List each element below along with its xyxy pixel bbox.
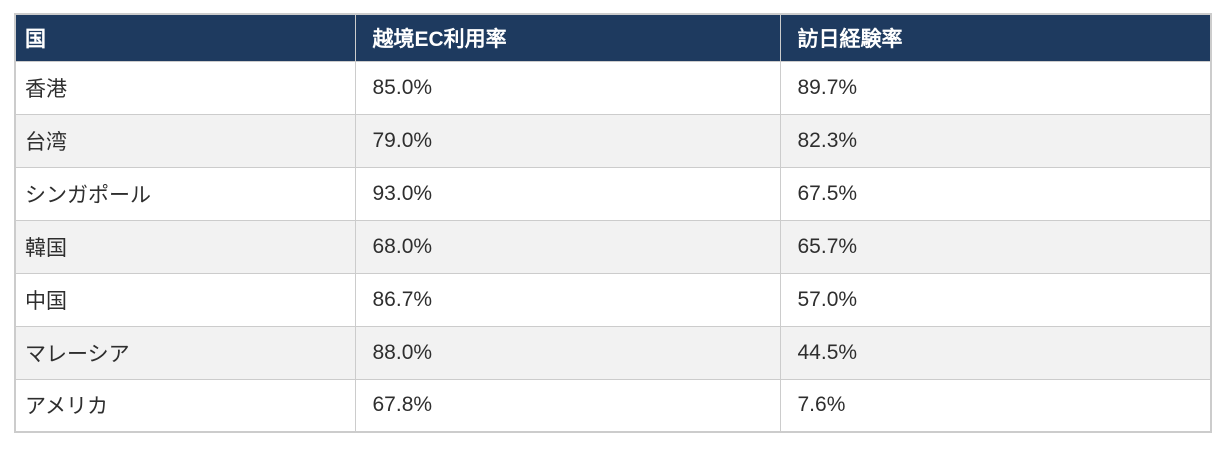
table-row: マレーシア 88.0% 44.5% — [14, 325, 1212, 380]
table-row: アメリカ 67.8% 7.6% — [14, 378, 1212, 433]
ec-rate-cell: 85.0% — [354, 60, 781, 115]
country-cell: 台湾 — [14, 113, 356, 168]
column-header-ec-rate: 越境EC利用率 — [354, 13, 781, 62]
country-cell: シンガポール — [14, 166, 356, 221]
country-cell: アメリカ — [14, 378, 356, 433]
country-cell: 中国 — [14, 272, 356, 327]
table-row: 香港 85.0% 89.7% — [14, 60, 1212, 115]
table-header-row: 国 越境EC利用率 訪日経験率 — [14, 13, 1212, 62]
country-cell: 香港 — [14, 60, 356, 115]
visit-rate-cell: 44.5% — [779, 325, 1212, 380]
country-cell: 韓国 — [14, 219, 356, 274]
country-cell: マレーシア — [14, 325, 356, 380]
ec-rate-cell: 88.0% — [354, 325, 781, 380]
country-rates-table: 国 越境EC利用率 訪日経験率 香港 85.0% 89.7% 台湾 79.0% … — [14, 13, 1212, 433]
visit-rate-cell: 82.3% — [779, 113, 1212, 168]
ec-rate-cell: 86.7% — [354, 272, 781, 327]
ec-rate-cell: 67.8% — [354, 378, 781, 433]
ec-rate-cell: 93.0% — [354, 166, 781, 221]
visit-rate-cell: 65.7% — [779, 219, 1212, 274]
visit-rate-cell: 57.0% — [779, 272, 1212, 327]
table-row: シンガポール 93.0% 67.5% — [14, 166, 1212, 221]
column-header-country: 国 — [14, 13, 356, 62]
ec-rate-cell: 79.0% — [354, 113, 781, 168]
column-header-visit-rate: 訪日経験率 — [779, 13, 1212, 62]
table-row: 韓国 68.0% 65.7% — [14, 219, 1212, 274]
visit-rate-cell: 7.6% — [779, 378, 1212, 433]
visit-rate-cell: 89.7% — [779, 60, 1212, 115]
table-row: 中国 86.7% 57.0% — [14, 272, 1212, 327]
ec-rate-cell: 68.0% — [354, 219, 781, 274]
table-row: 台湾 79.0% 82.3% — [14, 113, 1212, 168]
visit-rate-cell: 67.5% — [779, 166, 1212, 221]
